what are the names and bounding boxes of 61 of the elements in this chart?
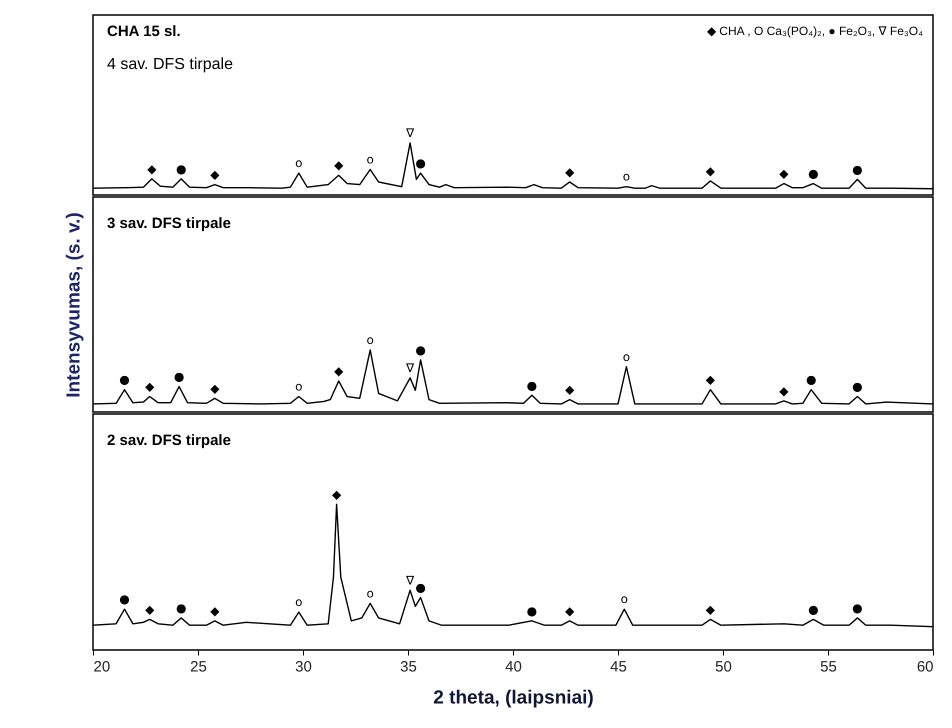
x-tick-label: 35: [400, 658, 417, 676]
chart-title: CHA 15 sl.: [107, 23, 181, 40]
annotation: ●: [119, 372, 130, 387]
x-tick-label: 60: [916, 658, 934, 676]
chart-title: 3 sav. DFS tirpale: [107, 215, 231, 232]
annotation: ∇: [405, 126, 416, 140]
annotation: ●: [176, 162, 186, 176]
chart-subtitle: 4 sav. DFS tirpale: [107, 56, 234, 73]
annotation: ◆: [210, 604, 220, 618]
annotation: ◆: [706, 372, 716, 387]
annotation: o: [622, 170, 630, 184]
text: ◆ CHA , O Ca₃(PO₄)₂, ● Fe₂O₃, ∇ Fe₃O₄: [706, 24, 924, 38]
annotation: ◆: [779, 166, 790, 181]
x-tick-label: 55: [820, 658, 837, 676]
annotation: o: [366, 152, 374, 167]
x-tick-label: 45: [610, 658, 627, 676]
annotation: o: [295, 380, 302, 394]
annotation: ◆: [210, 381, 220, 396]
x-tick-label: 30: [295, 658, 312, 676]
annotation: o: [366, 586, 374, 600]
annotation: o: [295, 595, 302, 610]
annotation: ∇: [405, 573, 416, 588]
annotation: ◆: [145, 380, 156, 394]
x-tick-label: 25: [190, 658, 207, 676]
annotation: ◆: [334, 364, 344, 378]
annotation: ●: [526, 378, 538, 392]
annotation: ◆: [565, 604, 576, 618]
y-axis-title: Intensyvumas, (s. v.): [64, 212, 84, 398]
annotation: ●: [808, 602, 819, 616]
annotation: ●: [174, 370, 184, 384]
annotation: o: [366, 333, 374, 348]
annotation: ◆: [147, 162, 158, 176]
annotation: ∇: [405, 360, 416, 375]
annotation: ◆: [145, 602, 156, 616]
x-tick-label: 50: [715, 658, 732, 676]
annotation: ●: [176, 600, 186, 615]
annotation: ◆: [334, 158, 344, 172]
annotation: ◆: [706, 602, 716, 616]
annotation: ●: [526, 604, 538, 618]
annotation: ◆: [779, 384, 790, 398]
annotation: ●: [852, 162, 863, 176]
annotation: ●: [806, 372, 816, 387]
x-axis-title: 2 theta, (laipsniai): [433, 688, 594, 708]
annotation: ◆: [565, 164, 576, 179]
annotation: o: [295, 156, 302, 170]
annotation: ●: [415, 156, 426, 170]
annotation: ◆: [210, 168, 220, 182]
x-tick-label: 20: [94, 658, 110, 676]
annotation: o: [620, 592, 628, 606]
x-tick-label: 40: [505, 658, 522, 676]
chart-title: 2 sav. DFS tirpale: [107, 432, 231, 449]
annotation: ●: [808, 166, 819, 181]
annotation: ●: [852, 380, 863, 394]
annotation: ◆: [332, 487, 342, 502]
annotation: o: [622, 350, 630, 364]
annotation: ●: [119, 592, 130, 606]
annotation: ◆: [565, 382, 576, 397]
annotation: ●: [415, 342, 426, 357]
annotation: ●: [852, 600, 863, 615]
annotation: ◆: [706, 164, 716, 178]
annotation: ●: [415, 580, 426, 595]
